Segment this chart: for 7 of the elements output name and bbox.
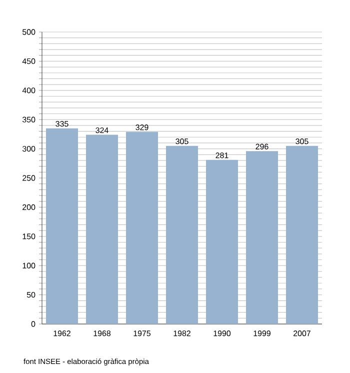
bar	[46, 128, 78, 324]
bar	[86, 134, 118, 324]
bar	[166, 146, 198, 324]
bar	[206, 160, 238, 324]
bar	[246, 151, 278, 324]
bar	[126, 132, 158, 324]
bar	[286, 146, 318, 324]
